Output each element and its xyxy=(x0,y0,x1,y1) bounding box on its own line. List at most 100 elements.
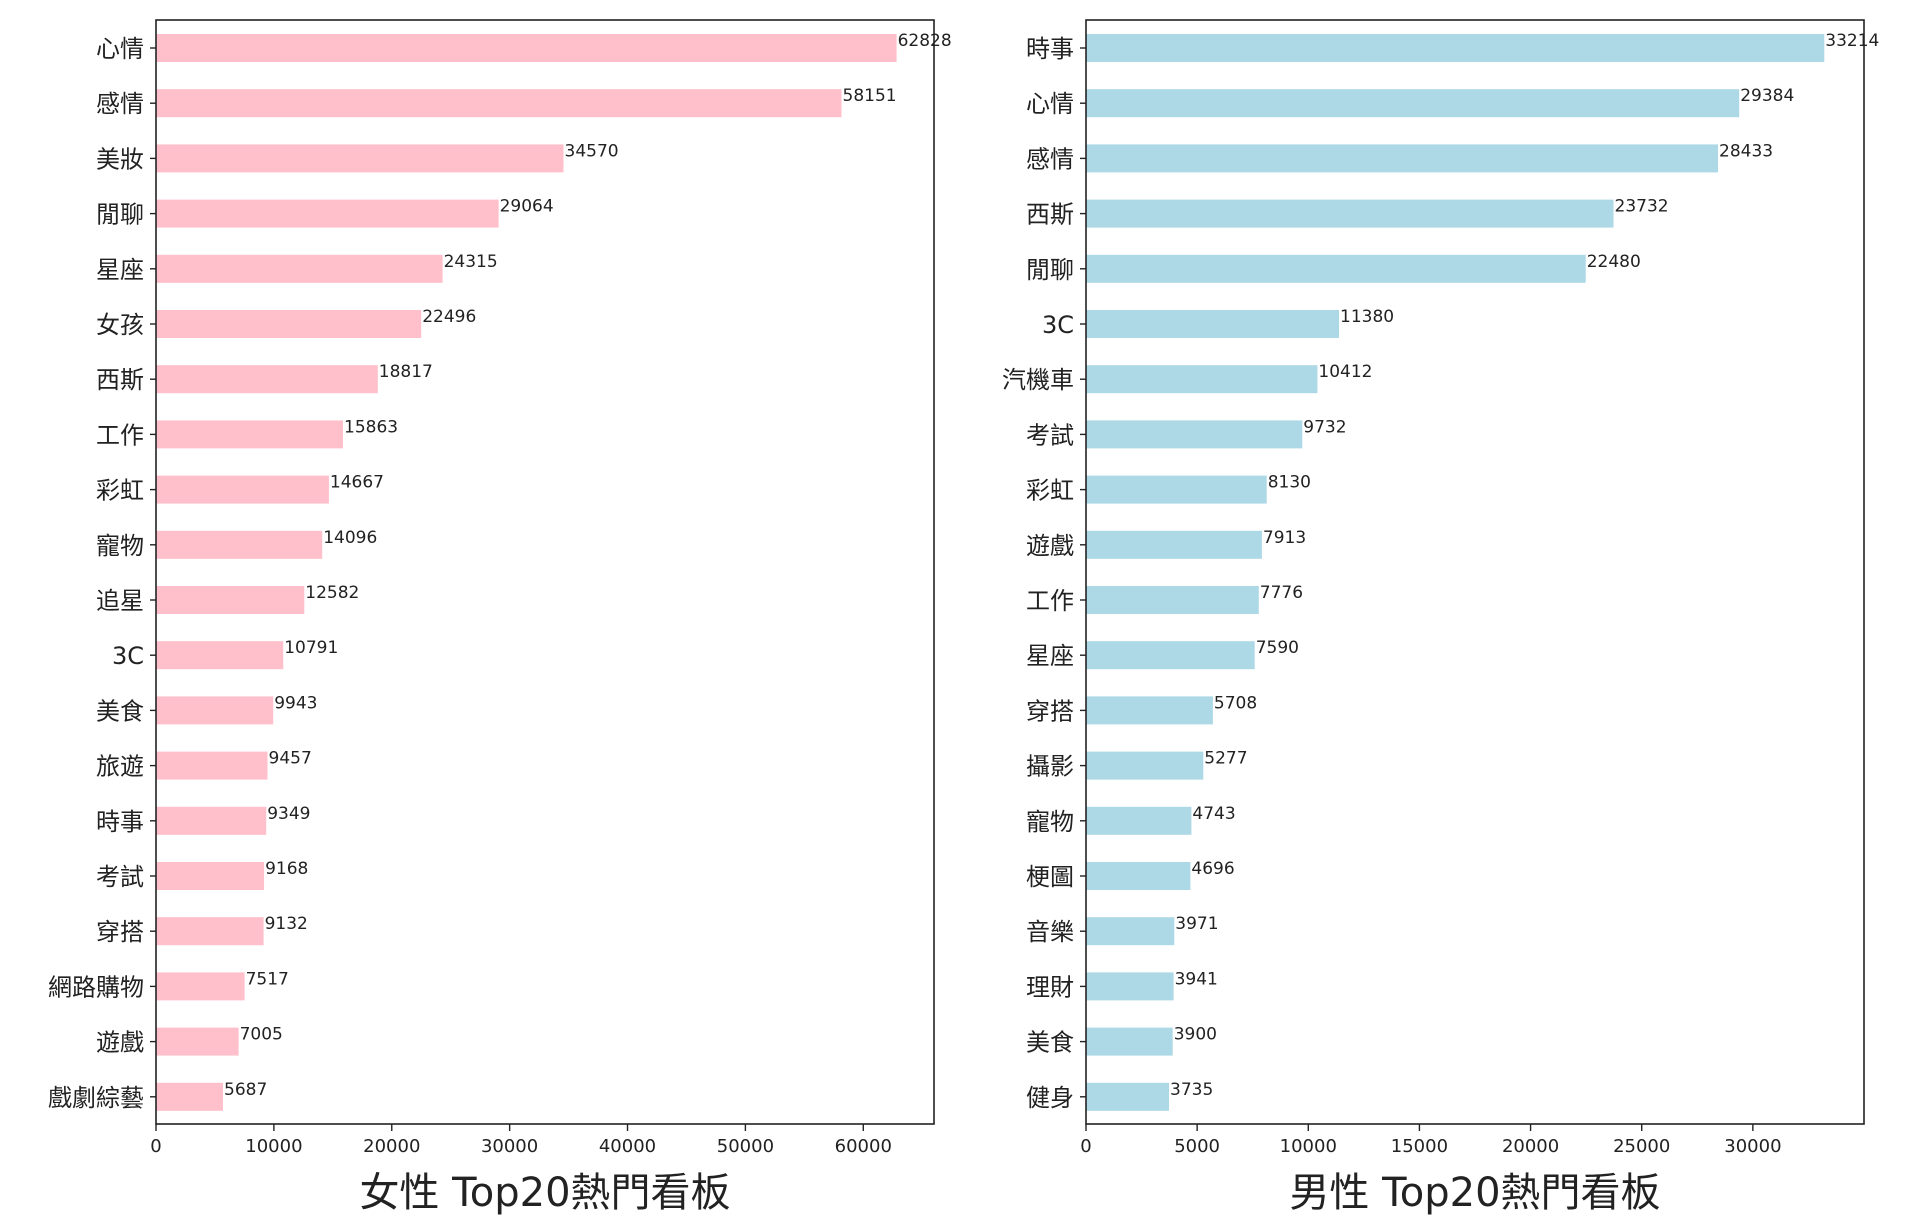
male-xtick-label-4: 15000 xyxy=(1391,1136,1448,1157)
female-value-label-18: 7517 xyxy=(246,969,289,989)
female-category-label-20: 戲劇綜藝 xyxy=(48,1084,144,1112)
female-bar-15 xyxy=(156,806,267,835)
male-xtick-label-5: 20000 xyxy=(1502,1136,1559,1157)
male-value-label-10: 7913 xyxy=(1263,528,1306,548)
male-bar-2 xyxy=(1086,89,1740,118)
male-bar-18 xyxy=(1086,972,1174,1001)
female-value-label-9: 14667 xyxy=(330,473,384,493)
female-value-label-8: 15863 xyxy=(344,417,398,437)
male-category-label-5: 閒聊 xyxy=(1026,256,1074,284)
male-category-label-19: 美食 xyxy=(1026,1029,1074,1057)
male-xtick-label-3: 10000 xyxy=(1280,1136,1337,1157)
female-category-label-19: 遊戲 xyxy=(96,1029,144,1057)
female-value-label-5: 24315 xyxy=(444,252,498,272)
female-category-label-13: 美食 xyxy=(96,697,144,725)
male-xtick-label-7: 30000 xyxy=(1724,1136,1781,1157)
female-category-label-4: 閒聊 xyxy=(96,201,144,229)
male-category-label-20: 健身 xyxy=(1026,1084,1074,1112)
female-value-label-1: 62828 xyxy=(898,31,952,51)
male-category-label-7: 汽機車 xyxy=(1002,366,1074,394)
female-value-label-6: 22496 xyxy=(422,307,476,327)
female-axis-title: 女性 Top20熱門看板 xyxy=(359,1170,730,1216)
male-value-label-17: 3971 xyxy=(1175,914,1218,934)
male-category-label-4: 西斯 xyxy=(1026,201,1074,229)
male-plot-frame xyxy=(1085,19,1865,1125)
male-value-label-15: 4743 xyxy=(1192,804,1235,824)
female-value-label-4: 29064 xyxy=(500,197,554,217)
male-value-label-6: 11380 xyxy=(1340,307,1394,327)
female-bar-8 xyxy=(156,420,343,449)
male-bar-17 xyxy=(1086,917,1175,946)
male-bar-6 xyxy=(1086,310,1339,338)
male-bar-4 xyxy=(1086,199,1614,228)
female-value-label-17: 9132 xyxy=(265,914,308,934)
female-category-label-5: 星座 xyxy=(96,256,144,284)
female-category-label-12: 3C xyxy=(112,642,144,670)
female-value-label-10: 14096 xyxy=(323,528,377,548)
female-bar-6 xyxy=(156,310,422,338)
male-axis-title: 男性 Top20熱門看板 xyxy=(1289,1170,1660,1216)
female-value-label-12: 10791 xyxy=(284,638,338,658)
female-xtick-label-1: 0 xyxy=(150,1136,161,1157)
male-bar-20 xyxy=(1086,1082,1169,1111)
male-bar-9 xyxy=(1086,475,1267,504)
female-category-label-14: 旅遊 xyxy=(96,753,144,781)
female-category-label-18: 網路購物 xyxy=(48,973,144,1001)
male-value-label-4: 23732 xyxy=(1615,197,1669,217)
male-category-label-14: 攝影 xyxy=(1026,753,1074,781)
female-bar-1 xyxy=(156,34,897,62)
female-category-label-9: 彩虹 xyxy=(96,477,144,505)
male-value-label-9: 8130 xyxy=(1268,473,1311,493)
male-xtick-label-2: 5000 xyxy=(1174,1136,1220,1157)
female-bar-18 xyxy=(156,972,245,1001)
female-xtick-label-5: 40000 xyxy=(599,1136,656,1157)
male-value-label-11: 7776 xyxy=(1260,583,1303,603)
male-value-label-19: 3900 xyxy=(1174,1025,1217,1045)
female-value-label-2: 58151 xyxy=(843,86,897,106)
male-value-label-2: 29384 xyxy=(1740,86,1794,106)
male-bar-5 xyxy=(1086,254,1586,283)
female-bar-13 xyxy=(156,696,274,725)
female-category-label-10: 寵物 xyxy=(96,532,144,560)
male-bar-3 xyxy=(1086,144,1718,173)
female-category-label-15: 時事 xyxy=(96,808,144,836)
female-bar-4 xyxy=(156,199,499,228)
male-value-label-16: 4696 xyxy=(1191,859,1234,879)
female-value-label-19: 7005 xyxy=(240,1025,283,1045)
female-category-label-6: 女孩 xyxy=(96,311,144,339)
male-value-label-1: 33214 xyxy=(1825,31,1879,51)
male-value-label-5: 22480 xyxy=(1587,252,1641,272)
female-category-label-1: 心情 xyxy=(96,35,144,63)
male-bar-13 xyxy=(1086,696,1213,725)
male-value-label-13: 5708 xyxy=(1214,693,1257,713)
female-category-label-17: 穿搭 xyxy=(96,918,144,946)
female-xtick-label-2: 10000 xyxy=(245,1136,302,1157)
female-bar-17 xyxy=(156,917,264,946)
male-bar-1 xyxy=(1086,34,1825,62)
male-bar-11 xyxy=(1086,586,1259,614)
female-value-label-14: 9457 xyxy=(269,749,312,769)
male-category-label-15: 寵物 xyxy=(1026,808,1074,836)
female-bar-7 xyxy=(156,365,378,394)
female-value-label-13: 9943 xyxy=(274,693,317,713)
male-category-label-2: 心情 xyxy=(1026,90,1074,118)
male-category-label-18: 理財 xyxy=(1026,973,1074,1001)
male-value-label-18: 3941 xyxy=(1175,969,1218,989)
male-value-label-14: 5277 xyxy=(1204,749,1247,769)
female-value-label-15: 9349 xyxy=(267,804,310,824)
female-bar-2 xyxy=(156,89,842,118)
female-bar-19 xyxy=(156,1027,239,1056)
female-category-label-16: 考試 xyxy=(96,863,144,891)
male-category-label-1: 時事 xyxy=(1026,35,1074,63)
male-bar-15 xyxy=(1086,806,1192,835)
male-value-label-7: 10412 xyxy=(1318,362,1372,382)
female-xtick-label-4: 30000 xyxy=(481,1136,538,1157)
male-category-label-8: 考試 xyxy=(1026,421,1074,449)
female-bar-3 xyxy=(156,144,564,173)
male-category-label-16: 梗圖 xyxy=(1026,863,1074,891)
female-plot-frame xyxy=(155,19,935,1125)
female-xtick-label-7: 60000 xyxy=(835,1136,892,1157)
male-value-label-8: 9732 xyxy=(1303,417,1346,437)
female-value-label-16: 9168 xyxy=(265,859,308,879)
male-category-label-13: 穿搭 xyxy=(1026,697,1074,725)
